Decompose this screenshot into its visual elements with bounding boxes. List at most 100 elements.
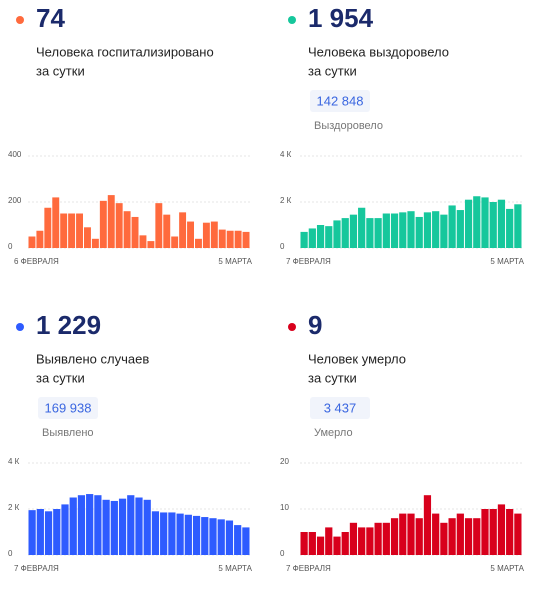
indicator-dot (16, 323, 24, 331)
y-tick-label: 2 К (280, 196, 292, 205)
bar (52, 197, 60, 248)
bar (195, 238, 202, 248)
bar (171, 236, 179, 248)
bar (234, 525, 242, 555)
bar (76, 213, 83, 248)
bar (514, 204, 522, 248)
bar (325, 226, 333, 248)
headline: 74 (36, 3, 65, 33)
description: Человека выздоровело (308, 44, 449, 59)
bar (399, 212, 407, 248)
bar (506, 509, 514, 555)
bar (151, 511, 160, 555)
bar (210, 221, 218, 248)
bar (497, 504, 506, 555)
total-label: Выявлено (42, 427, 94, 439)
bar (366, 527, 374, 555)
total: 169 938 (45, 400, 92, 415)
bar (390, 518, 399, 555)
total-label: Выздоровело (314, 120, 383, 132)
total: 3 437 (324, 400, 357, 415)
bar (473, 518, 481, 555)
y-tick-label: 0 (8, 242, 13, 251)
bar (464, 199, 473, 248)
bar (423, 212, 432, 248)
bar (160, 512, 168, 555)
bar (481, 197, 489, 248)
bar (44, 511, 53, 555)
bar (423, 495, 432, 555)
bar (497, 199, 506, 248)
x-tick-label: 7 ФЕВРАЛЯ (286, 564, 331, 573)
bar (28, 510, 36, 555)
y-tick-label: 4 К (280, 150, 292, 159)
bar (374, 522, 382, 555)
indicator-dot (16, 16, 24, 24)
bar (399, 513, 407, 555)
bar (308, 228, 316, 248)
bar (382, 522, 390, 555)
bar (110, 500, 118, 555)
x-tick-label: 6 ФЕВРАЛЯ (14, 257, 59, 266)
bar (118, 498, 127, 555)
bar (225, 520, 234, 555)
bar (135, 497, 143, 555)
y-tick-label: 4 К (8, 457, 20, 466)
bar (234, 230, 242, 248)
bar (333, 220, 341, 248)
bar (407, 211, 415, 248)
bar (69, 497, 77, 555)
bar (218, 229, 226, 248)
bar (84, 227, 91, 248)
total-box (310, 90, 370, 112)
headline: 1 954 (308, 3, 374, 33)
bar (68, 213, 76, 248)
bar (341, 532, 349, 555)
bar (28, 236, 36, 248)
bar (349, 522, 358, 555)
bar (390, 213, 399, 248)
y-tick-label: 0 (280, 549, 285, 558)
bar (179, 212, 187, 248)
bar (333, 536, 341, 555)
bar (184, 514, 192, 555)
bar (86, 494, 94, 555)
bar (440, 214, 448, 248)
indicator-dot (288, 323, 296, 331)
bar (77, 495, 86, 555)
bar (36, 230, 44, 248)
x-tick-label: 7 ФЕВРАЛЯ (14, 564, 59, 573)
bar (187, 221, 194, 248)
y-tick-label: 2 К (8, 503, 20, 512)
bar (432, 211, 440, 248)
bar (464, 518, 473, 555)
bar (325, 527, 333, 555)
x-tick-label: 5 МАРТА (490, 564, 524, 573)
bar (147, 241, 155, 248)
description: за сутки (36, 370, 85, 385)
bar (176, 513, 184, 555)
bar (53, 509, 61, 555)
bar (481, 509, 489, 555)
description: за сутки (36, 63, 85, 78)
bar (163, 214, 171, 248)
bar (242, 231, 250, 248)
y-tick-label: 0 (8, 549, 13, 558)
bar (143, 499, 151, 555)
bar (102, 499, 110, 555)
y-tick-label: 20 (280, 457, 289, 466)
indicator-dot (288, 16, 296, 24)
bar (407, 513, 415, 555)
bar (209, 518, 217, 555)
bar (202, 222, 210, 248)
bar (489, 509, 497, 555)
bar (168, 512, 176, 555)
bar (131, 216, 139, 248)
bar (60, 213, 68, 248)
bar (91, 238, 99, 248)
bar (341, 218, 349, 248)
bar (36, 509, 44, 555)
bar (316, 536, 325, 555)
bar (300, 231, 308, 248)
